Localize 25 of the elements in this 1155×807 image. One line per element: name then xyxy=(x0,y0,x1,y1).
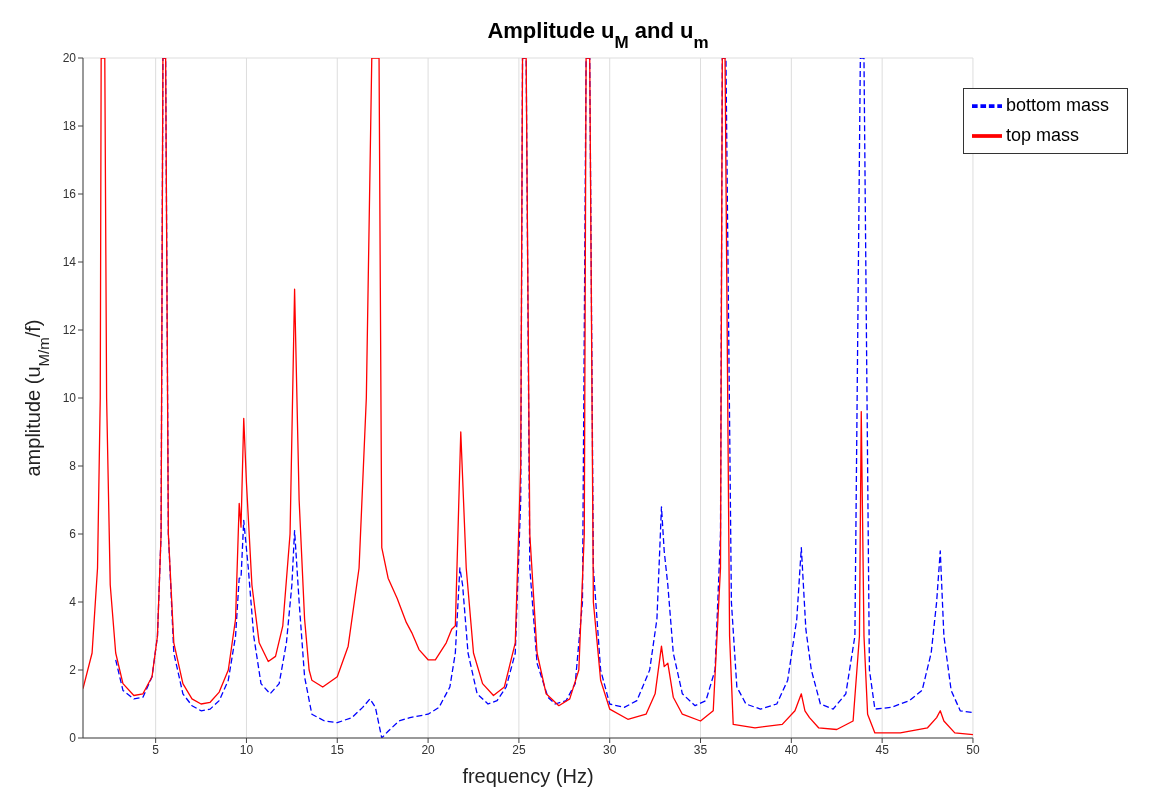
x-tick-label: 40 xyxy=(784,742,799,757)
x-tick-label: 20 xyxy=(421,742,436,757)
y-tick-label: 2 xyxy=(69,663,77,678)
x-tick-label: 50 xyxy=(966,742,980,757)
x-tick-label: 35 xyxy=(693,742,708,757)
y-tick-label: 14 xyxy=(62,255,77,270)
y-tick-label: 16 xyxy=(62,187,77,202)
y-tick-label: 6 xyxy=(69,527,77,542)
legend-label: top mass xyxy=(1005,124,1079,145)
x-axis-title: frequency (Hz) xyxy=(462,765,594,787)
chart-title: Amplitude u$_{M}$ and u$_{m}$ xyxy=(487,18,709,52)
x-tick-label: 5 xyxy=(152,742,160,757)
y-tick-label: 12 xyxy=(62,323,77,338)
y-tick-label: 4 xyxy=(69,595,77,610)
x-tick-label: 10 xyxy=(239,742,254,757)
x-tick-label: 45 xyxy=(875,742,890,757)
x-tick-label: 15 xyxy=(330,742,345,757)
y-tick-label: 0 xyxy=(69,731,77,746)
y-tick-label: 10 xyxy=(62,391,77,406)
x-tick-label: 25 xyxy=(512,742,526,757)
y-tick-label: 20 xyxy=(62,51,77,66)
y-tick-label: 8 xyxy=(69,459,77,474)
legend-label: bottom mass xyxy=(1005,94,1109,115)
y-tick-label: 18 xyxy=(62,119,77,134)
x-tick-label: 30 xyxy=(603,742,617,757)
